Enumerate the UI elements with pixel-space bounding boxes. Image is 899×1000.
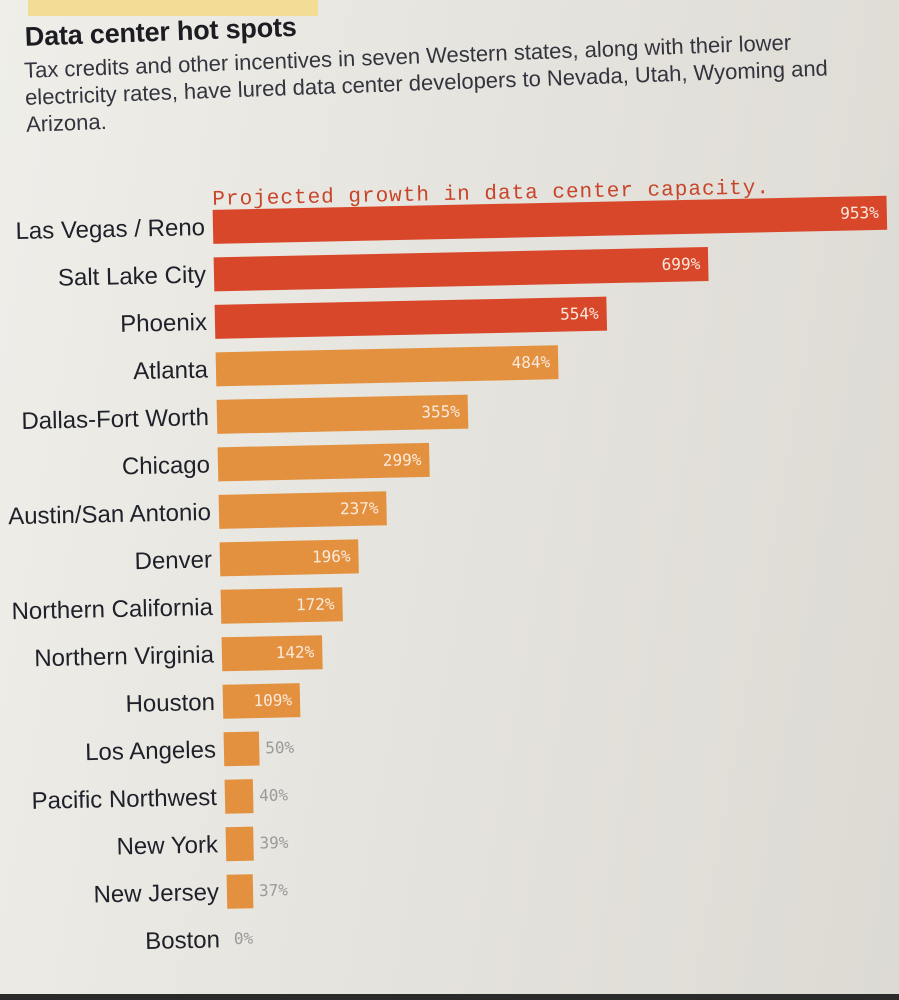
value-label: 40% xyxy=(259,785,289,805)
bar xyxy=(226,874,254,909)
category-label: Denver xyxy=(134,546,212,575)
value-label: 699% xyxy=(661,254,700,274)
bar xyxy=(213,247,709,292)
bar xyxy=(224,779,254,814)
value-label: 953% xyxy=(840,203,879,223)
category-label: Houston xyxy=(125,689,215,718)
category-label: Northern Virginia xyxy=(34,641,215,672)
bar xyxy=(214,296,608,339)
category-label: New York xyxy=(116,831,219,860)
chart-rotated-group: Projected growth in data center capacity… xyxy=(8,177,888,955)
category-label: Atlanta xyxy=(133,357,209,386)
bar xyxy=(218,491,387,529)
value-label: 39% xyxy=(259,833,289,853)
bar xyxy=(225,826,254,862)
category-label: Salt Lake City xyxy=(58,262,207,292)
page-edge xyxy=(0,994,899,1000)
bar xyxy=(215,345,559,387)
category-label: Los Angeles xyxy=(85,736,216,766)
category-label: New Jersey xyxy=(93,879,219,909)
category-label: Chicago xyxy=(122,452,211,481)
value-label: 554% xyxy=(560,304,599,324)
bar xyxy=(219,539,359,577)
section-tab xyxy=(28,0,318,16)
value-label: 299% xyxy=(383,450,422,470)
category-label: Austin/San Antonio xyxy=(8,499,211,530)
value-label: 109% xyxy=(253,690,292,710)
value-label: 37% xyxy=(259,880,289,900)
value-label: 196% xyxy=(312,547,351,567)
bar xyxy=(216,394,469,434)
category-label: Pacific Northwest xyxy=(31,784,217,815)
category-label: Phoenix xyxy=(120,309,207,338)
bar xyxy=(220,587,343,624)
bar xyxy=(222,683,301,719)
bar xyxy=(221,635,323,672)
value-label: 172% xyxy=(296,594,335,614)
category-label: Las Vegas / Reno xyxy=(15,214,205,245)
bar xyxy=(212,195,888,244)
value-label: 50% xyxy=(265,738,295,758)
category-label: Boston xyxy=(145,926,220,955)
value-label: 484% xyxy=(511,352,550,372)
value-label: 0% xyxy=(234,929,254,948)
value-label: 142% xyxy=(276,642,315,662)
bars-group: Las Vegas / Reno 953% Salt Lake City 699% Ph… xyxy=(8,195,888,955)
category-label: Dallas-Fort Worth xyxy=(21,404,209,435)
bar xyxy=(217,442,430,482)
bar xyxy=(223,731,260,767)
value-label: 237% xyxy=(340,498,379,518)
value-label: 355% xyxy=(421,402,460,422)
category-label: Northern California xyxy=(11,594,214,625)
